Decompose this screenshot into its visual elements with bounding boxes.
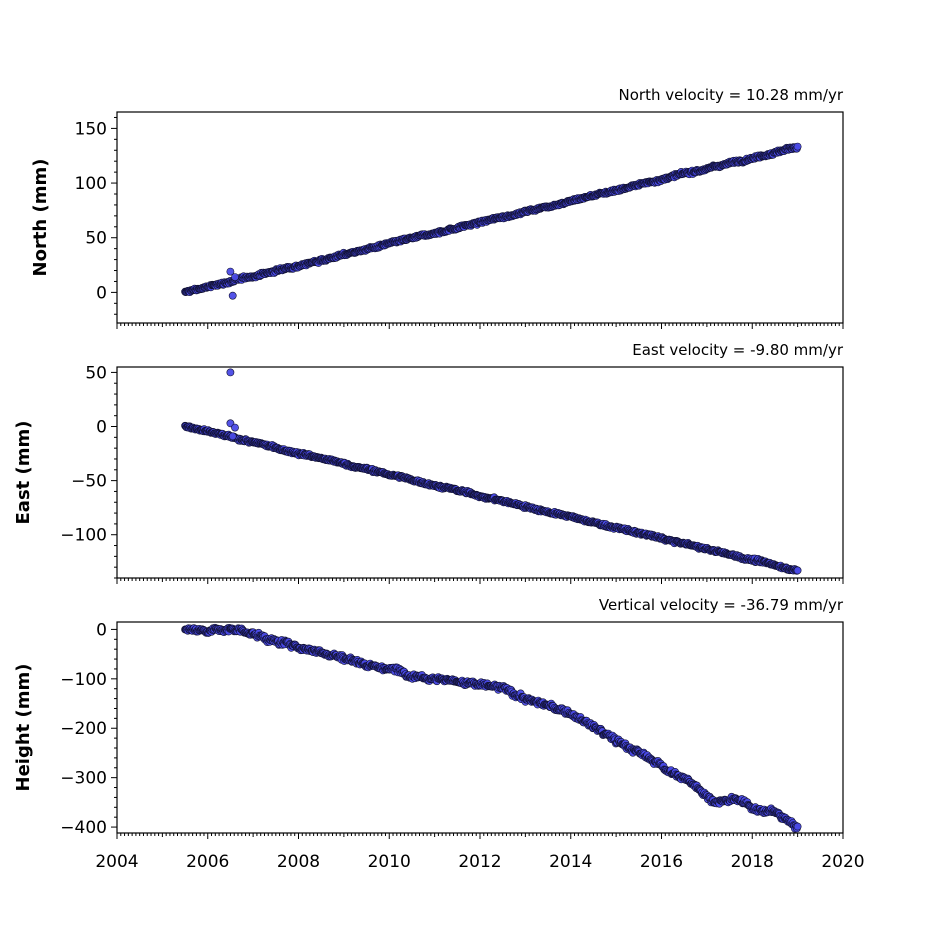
y-tick-label: 150 bbox=[75, 119, 107, 139]
x-tick-label: 2012 bbox=[458, 852, 501, 872]
y-tick-label: 50 bbox=[85, 363, 107, 383]
height-y-ticks: −400 −300 −200 −100 0 bbox=[60, 620, 117, 838]
north-panel: 0 50 100 150 North (mm) North velocity = 10.2… bbox=[30, 86, 844, 329]
data-point bbox=[793, 566, 802, 575]
x-tick-label: 2008 bbox=[277, 852, 320, 872]
east-axes-frame bbox=[116, 366, 844, 579]
y-tick-label: −100 bbox=[60, 526, 107, 546]
east-x-ticks bbox=[116, 578, 844, 584]
north-data-points bbox=[181, 142, 802, 300]
outlier-point bbox=[226, 267, 235, 276]
data-point bbox=[793, 822, 802, 831]
outlier-point bbox=[228, 291, 237, 300]
y-tick-label: −50 bbox=[71, 472, 107, 492]
y-tick-label: 0 bbox=[96, 283, 107, 303]
x-tick-label: 2010 bbox=[368, 852, 411, 872]
y-tick-label: −300 bbox=[60, 769, 107, 789]
x-tick-label: 2014 bbox=[549, 852, 592, 872]
x-tick-label: 2004 bbox=[95, 852, 138, 872]
north-velocity-annotation: North velocity = 10.28 mm/yr bbox=[619, 86, 844, 104]
y-tick-label: 100 bbox=[75, 174, 107, 194]
y-tick-label: 0 bbox=[96, 418, 107, 438]
east-y-axis-label: East (mm) bbox=[13, 421, 34, 525]
east-y-ticks: −100 −50 0 50 bbox=[60, 363, 117, 579]
y-tick-label: −200 bbox=[60, 719, 107, 739]
height-x-ticks: 2004 2006 2008 2010 2012 2014 2016 2018 2020 bbox=[95, 833, 865, 872]
y-tick-label: −100 bbox=[60, 670, 107, 690]
height-velocity-annotation: Vertical velocity = -36.79 mm/yr bbox=[599, 596, 844, 614]
outlier-point bbox=[231, 273, 239, 281]
outlier-point bbox=[226, 368, 235, 377]
height-y-axis-label: Height (mm) bbox=[13, 664, 34, 792]
x-tick-label: 2006 bbox=[186, 852, 229, 872]
y-tick-label: −400 bbox=[60, 818, 107, 838]
east-panel: −100 −50 0 50 East (mm) East velocity = -9.80… bbox=[13, 341, 844, 584]
height-data-points bbox=[181, 623, 802, 833]
y-tick-label: 50 bbox=[85, 229, 107, 249]
x-tick-label: 2020 bbox=[821, 852, 864, 872]
north-y-ticks: 0 50 100 150 bbox=[75, 116, 117, 315]
y-tick-label: 0 bbox=[96, 620, 107, 640]
east-velocity-annotation: East velocity = -9.80 mm/yr bbox=[632, 341, 844, 359]
data-point bbox=[793, 142, 802, 151]
east-data-points bbox=[181, 368, 802, 575]
north-y-axis-label: North (mm) bbox=[30, 159, 51, 277]
height-panel: 2004 2006 2008 2010 2012 2014 2016 2018 2020 −400… bbox=[13, 596, 865, 872]
outlier-point bbox=[228, 432, 237, 441]
north-x-ticks bbox=[116, 323, 844, 329]
outlier-point bbox=[231, 423, 239, 432]
x-tick-label: 2018 bbox=[731, 852, 774, 872]
x-tick-label: 2016 bbox=[640, 852, 683, 872]
